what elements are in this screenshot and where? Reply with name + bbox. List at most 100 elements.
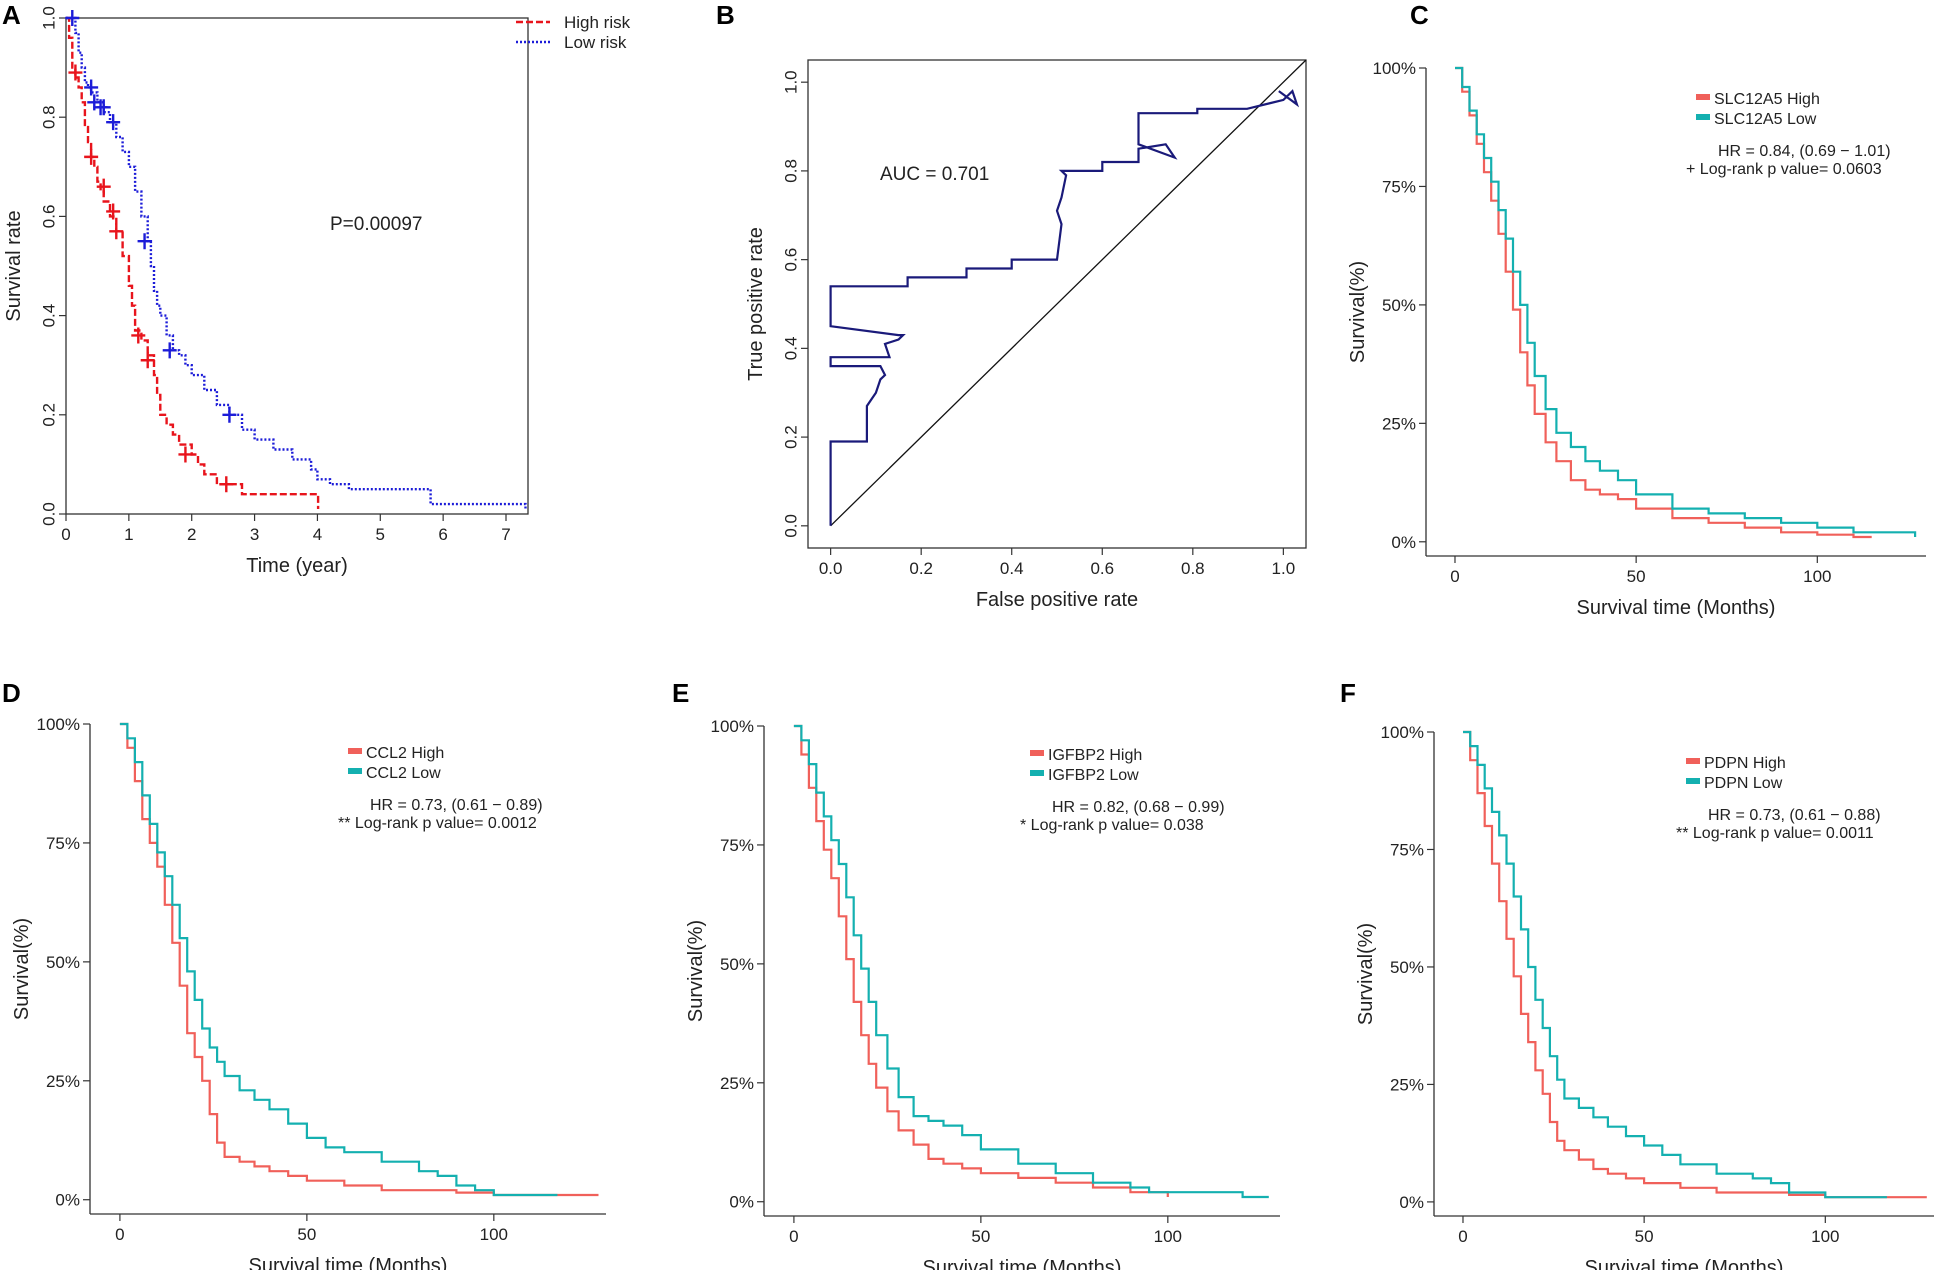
log-rank-text: ** Log-rank p value= 0.0011 — [1676, 825, 1874, 842]
y-tick-label: 0.0 — [781, 514, 800, 538]
km-line-high-risk — [66, 16, 320, 509]
x-tick-label: 1 — [124, 525, 133, 544]
censor-mark — [219, 476, 234, 493]
panel-letter: F — [1340, 678, 1356, 708]
legend-label: IGFBP2 High — [1048, 747, 1142, 764]
y-tick-label: 75% — [1382, 177, 1416, 196]
km-line-high — [793, 724, 1169, 1197]
y-axis-title: Survival rate — [3, 210, 25, 321]
y-axis-title: Survival(%) — [1355, 923, 1377, 1025]
km-line-high — [1463, 730, 1927, 1199]
legend-label: IGFBP2 Low — [1048, 767, 1139, 784]
censor-mark — [84, 79, 99, 96]
censor-mark — [65, 10, 80, 26]
y-axis-title: Survival(%) — [685, 920, 707, 1022]
censor-mark — [109, 223, 124, 240]
y-tick-label: 0% — [729, 1193, 754, 1212]
y-tick-label: 75% — [46, 834, 80, 853]
legend-swatch — [1686, 778, 1700, 784]
x-axis-title: Time (year) — [246, 555, 347, 577]
legend-swatch — [1686, 758, 1700, 764]
x-tick-label: 0.2 — [909, 559, 933, 578]
censor-mark — [96, 178, 111, 195]
x-tick-label: 7 — [501, 525, 510, 544]
x-axis-title: False positive rate — [976, 589, 1138, 611]
log-rank-text: ** Log-rank p value= 0.0012 — [338, 815, 537, 832]
hazard-ratio-text: HR = 0.82, (0.68 − 0.99) — [1052, 799, 1225, 816]
x-tick-label: 0.8 — [1181, 559, 1205, 578]
panel-e: E 0 50 100 0% 25% 50% 75% 100% Survival time (Mon… — [672, 678, 1280, 1270]
legend-swatch — [348, 748, 362, 754]
x-tick-label: 50 — [1635, 1227, 1654, 1246]
x-tick-label: 100 — [1154, 1227, 1182, 1246]
y-tick-label: 75% — [720, 836, 754, 855]
roc-curve — [829, 89, 1300, 526]
censor-mark — [140, 352, 155, 369]
auc-annotation: AUC = 0.701 — [880, 164, 989, 185]
y-tick-label: 50% — [1390, 958, 1424, 977]
panel-letter: B — [716, 0, 735, 30]
diagonal-line — [830, 59, 1307, 527]
km-line-low — [1455, 66, 1917, 537]
y-tick-label: 100% — [37, 715, 80, 734]
x-axis-title: Survival time (Months) — [249, 1255, 448, 1270]
legend-label: CCL2 Low — [366, 765, 441, 782]
panel-letter: C — [1410, 0, 1429, 30]
legend-swatch — [1030, 750, 1044, 756]
x-tick-label: 0.6 — [1090, 559, 1114, 578]
panel-f: F 0 50 100 0% 25% 50% 75% 100% Survival time (Mon… — [1340, 678, 1934, 1270]
y-tick-label: 0.6 — [39, 205, 58, 229]
censor-mark — [106, 203, 121, 220]
x-tick-label: 50 — [971, 1227, 990, 1246]
y-tick-label: 25% — [720, 1074, 754, 1093]
y-tick-label: 0.2 — [781, 425, 800, 449]
km-line-high — [1455, 66, 1872, 539]
x-tick-label: 100 — [1803, 567, 1831, 586]
km-line-low — [793, 724, 1269, 1199]
y-tick-label: 25% — [46, 1072, 80, 1091]
y-tick-label: 0% — [1391, 533, 1416, 552]
p-value-annotation: P=0.00097 — [330, 214, 422, 235]
y-tick-label: 0.8 — [781, 159, 800, 183]
censor-mark — [162, 342, 177, 359]
y-tick-label: 0% — [1399, 1193, 1424, 1212]
x-tick-label: 0 — [61, 525, 70, 544]
legend-swatch — [348, 768, 362, 774]
hazard-ratio-text: HR = 0.73, (0.61 − 0.89) — [370, 797, 543, 814]
censor-mark — [178, 446, 193, 463]
y-tick-label: 25% — [1382, 414, 1416, 433]
y-tick-label: 0.6 — [781, 248, 800, 272]
legend-label: CCL2 High — [366, 745, 444, 762]
panel-letter: A — [2, 0, 21, 30]
legend-label: PDPN High — [1704, 755, 1786, 772]
hazard-ratio-text: HR = 0.84, (0.69 − 1.01) — [1718, 143, 1891, 160]
x-tick-label: 2 — [187, 525, 196, 544]
x-tick-label: 3 — [250, 525, 259, 544]
legend-label: PDPN Low — [1704, 775, 1783, 792]
x-tick-label: 0.0 — [819, 559, 843, 578]
log-rank-text: + Log-rank p value= 0.0603 — [1686, 161, 1882, 178]
y-tick-label: 25% — [1390, 1075, 1424, 1094]
y-tick-label: 100% — [1381, 723, 1424, 742]
y-tick-label: 1.0 — [39, 6, 58, 30]
x-tick-label: 6 — [438, 525, 447, 544]
x-tick-label: 1.0 — [1272, 559, 1296, 578]
y-tick-label: 50% — [46, 953, 80, 972]
x-tick-label: 50 — [1627, 567, 1646, 586]
panel-b: B 0.0 0.2 0.4 0.6 0.8 1.0 0.0 0.2 0.4 0.6 0.8 1.0 Fal… — [716, 0, 1307, 611]
km-line-low — [1463, 730, 1887, 1199]
y-tick-label: 0.0 — [39, 502, 58, 526]
y-tick-label: 50% — [720, 955, 754, 974]
km-line-high — [119, 722, 599, 1197]
censor-mark — [84, 148, 99, 165]
y-tick-label: 1.0 — [781, 70, 800, 94]
y-tick-label: 0.4 — [781, 337, 800, 361]
x-tick-label: 100 — [480, 1225, 508, 1244]
legend-label: Low risk — [564, 33, 627, 52]
censor-mark — [131, 327, 146, 344]
km-line-low — [119, 722, 558, 1197]
legend-swatch — [1696, 94, 1710, 100]
panel-letter: D — [2, 678, 21, 708]
legend-swatch — [1696, 114, 1710, 120]
